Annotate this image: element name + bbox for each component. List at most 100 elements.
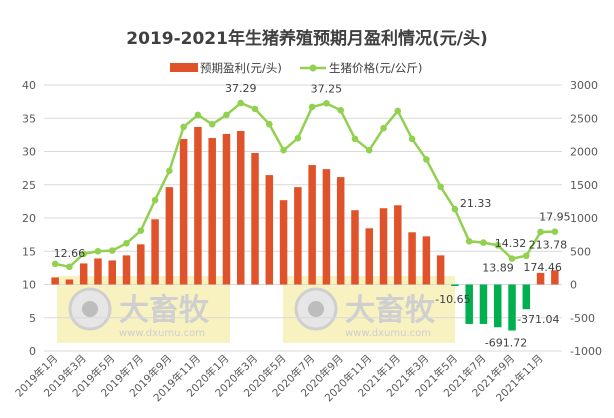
price-point: [266, 120, 273, 128]
left-axis-tick: 20: [22, 212, 36, 225]
price-point: [251, 105, 259, 113]
price-point: [365, 146, 373, 154]
price-point: [423, 156, 430, 163]
price-point: [480, 239, 487, 246]
watermark-logo-icon: [308, 301, 324, 317]
price-point: [237, 99, 245, 107]
legend: 预期盈利(元/头) 生猪价格(元/公斤): [170, 61, 422, 75]
bar: [351, 210, 359, 285]
bar: [194, 126, 202, 285]
bar: [108, 260, 116, 285]
price-point: [308, 103, 316, 111]
data-label: 21.33: [460, 197, 492, 210]
price-point: [151, 196, 159, 204]
price-point: [380, 124, 387, 132]
left-axis-tick: 15: [22, 245, 36, 258]
watermark-url: www.dxumu.com: [345, 328, 431, 339]
right-axis-tick: 1500: [570, 179, 598, 192]
bar: [79, 263, 88, 285]
watermark-logo-icon: [82, 301, 98, 317]
bar: [422, 236, 431, 285]
price-point: [108, 247, 116, 254]
left-axis-tick: 30: [22, 146, 36, 159]
price-point: [51, 260, 59, 268]
price-point: [351, 135, 359, 143]
bar: [137, 244, 145, 285]
price-point: [294, 134, 302, 142]
right-axis-tick: 500: [570, 245, 591, 258]
data-label: 174.46: [523, 261, 562, 274]
bar: [179, 138, 188, 285]
left-axis-tick: 10: [22, 279, 36, 292]
bar: [237, 130, 245, 285]
bar: [379, 208, 388, 285]
data-label: -10.65: [435, 293, 470, 306]
price-point: [523, 252, 530, 260]
right-axis-tick: 1000: [570, 212, 598, 225]
data-label: 13.89: [482, 262, 514, 275]
right-axis-tick: -500: [570, 312, 595, 325]
bar: [151, 219, 159, 285]
data-label: 37.29: [225, 82, 257, 95]
bar: [394, 205, 402, 285]
left-axis-tick: 40: [22, 79, 36, 92]
left-axis-tick: 25: [22, 179, 36, 192]
bar: [479, 284, 488, 324]
price-point: [80, 250, 87, 258]
legend-marker-line: [309, 64, 317, 72]
bar: [322, 169, 331, 285]
data-label: -371.04: [517, 313, 559, 326]
watermark-brand: 大畜牧: [119, 293, 210, 328]
price-point: [280, 146, 287, 154]
price-point: [508, 255, 516, 262]
price-point: [537, 228, 544, 236]
bar: [336, 177, 345, 285]
bar: [508, 284, 516, 331]
price-point: [94, 247, 102, 255]
price-point: [66, 263, 73, 271]
watermark-brand: 大畜牧: [345, 293, 436, 328]
bar: [251, 153, 259, 285]
price-point: [394, 107, 402, 115]
price-point: [494, 241, 502, 249]
price-point: [437, 183, 444, 191]
price-point: [408, 135, 416, 143]
right-axis-tick: 2500: [570, 112, 598, 125]
bar: [208, 138, 216, 285]
bar: [494, 284, 502, 328]
data-label: 17.95: [539, 211, 571, 224]
bar: [265, 175, 274, 285]
price-point: [451, 205, 459, 213]
price-point: [180, 123, 187, 131]
bar: [308, 165, 316, 285]
bar: [522, 284, 531, 310]
price-point: [337, 106, 344, 114]
price-point: [551, 228, 559, 235]
data-label: -691.72: [485, 336, 527, 349]
bar: [51, 277, 59, 285]
watermark-url: www.dxumu.com: [119, 328, 205, 339]
data-label: 213.78: [529, 238, 568, 251]
price-point: [223, 111, 230, 119]
bar: [536, 272, 545, 285]
bar: [165, 187, 174, 285]
data-label: 12.66: [54, 247, 86, 260]
bar: [465, 284, 473, 324]
price-point: [194, 111, 202, 119]
bar: [408, 232, 416, 285]
bar: [451, 284, 459, 286]
bar: [65, 279, 74, 285]
left-axis-tick: 35: [22, 112, 36, 125]
left-axis-tick: 5: [29, 312, 36, 325]
left-axis-tick: 0: [29, 345, 36, 358]
legend-label-bar: 预期盈利(元/头): [200, 61, 282, 75]
bar: [294, 187, 302, 285]
chart-title: 2019-2021年生猪养殖预期月盈利情况(元/头): [126, 28, 487, 49]
right-axis-tick: 3000: [570, 79, 598, 92]
price-point: [137, 227, 145, 234]
price-point: [208, 120, 216, 128]
bar: [122, 255, 131, 285]
bar: [365, 228, 373, 285]
right-axis-tick: -1000: [570, 345, 602, 358]
